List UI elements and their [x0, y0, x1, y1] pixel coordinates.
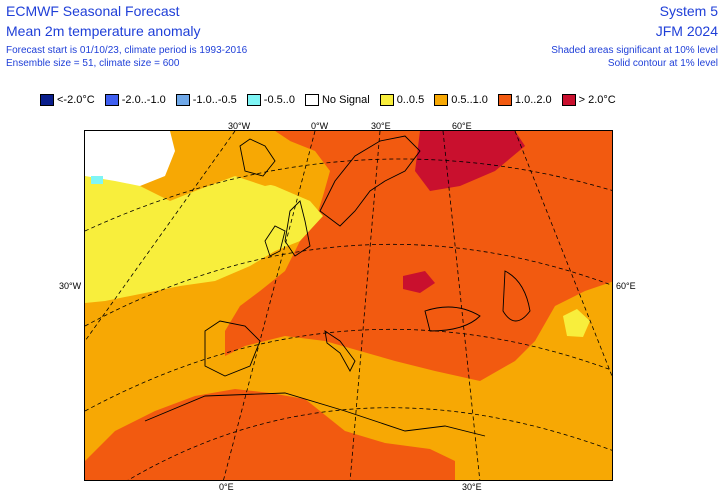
legend-swatch [246, 94, 261, 106]
legend-label: <-2.0°C [57, 94, 95, 106]
legend-swatch [497, 94, 512, 106]
coastline-ireland [264, 225, 286, 257]
meridian-line [223, 131, 316, 480]
legend-item: No Signal [304, 94, 370, 106]
coastline-black-sea [424, 306, 481, 332]
legend-label: No Signal [321, 94, 370, 106]
shade-above-2.0-blob [403, 271, 435, 293]
legend-item: 1.0..2.0 [497, 94, 552, 106]
legend: <-2.0°C -2.0..-1.0 -1.0..-0.5 -0.5..0 No… [40, 94, 626, 106]
tick-top-0w: 0°W [311, 121, 329, 131]
shade-1.0-2.0-africa [85, 389, 455, 480]
tick-bottom-0e: 0°E [219, 482, 234, 492]
coastline-caspian [502, 270, 531, 322]
legend-label: > 2.0°C [578, 94, 616, 106]
shade-0-0.5-atlantic [85, 171, 323, 303]
legend-item: -0.5..0 [246, 94, 295, 106]
meridian-line [442, 131, 481, 480]
legend-swatch [175, 94, 190, 106]
parallel-line [85, 243, 612, 327]
parallel-line [127, 407, 612, 480]
shade-above-2.0-russia [415, 131, 525, 191]
shade-0.5-1.0-greenland [170, 131, 300, 186]
shade-minus-0.5-0-spot [91, 176, 103, 184]
legend-label: -0.5..0 [263, 94, 295, 106]
coastline-iceland [239, 138, 276, 177]
legend-item: -2.0..-1.0 [104, 94, 166, 106]
legend-label: -1.0..-0.5 [192, 94, 237, 106]
tick-right-60e: 60°E [616, 281, 636, 291]
system-label: System 5 [659, 3, 718, 19]
tick-left-30w: 30°W [59, 281, 82, 291]
legend-swatch [379, 94, 394, 106]
legend-label: 1.0..2.0 [514, 94, 552, 106]
ensemble-info: Ensemble size = 51, climate size = 600 [6, 58, 180, 69]
legend-item: > 2.0°C [561, 94, 616, 106]
parallel-line [85, 328, 612, 412]
legend-swatch [561, 94, 576, 106]
tick-top-30e: 30°E [371, 121, 391, 131]
chart-subtitle: Mean 2m temperature anomaly [6, 23, 201, 39]
tick-top-30w: 30°W [228, 121, 251, 131]
coastline-iberia [204, 320, 261, 377]
shade-0-0.5-caspian [563, 309, 590, 337]
coastline-north-africa [144, 392, 486, 437]
legend-item: 0..0.5 [379, 94, 425, 106]
contour-note: Solid contour at 1% level [607, 58, 718, 69]
legend-swatch [434, 94, 449, 106]
tick-top-60e: 60°E [452, 121, 472, 131]
significance-note: Shaded areas significant at 10% level [551, 45, 718, 56]
meridian-line [85, 131, 236, 342]
legend-label: 0..0.5 [396, 94, 425, 106]
meridian-line [514, 131, 612, 378]
shade-no-signal-greenland [85, 131, 175, 186]
coastline-britain [284, 200, 311, 257]
period-label: JFM 2024 [655, 23, 718, 39]
meridian-line [349, 131, 381, 480]
legend-label: -2.0..-1.0 [121, 94, 166, 106]
legend-swatch [40, 94, 54, 106]
anomaly-map [84, 130, 613, 481]
tick-bottom-30e: 30°E [462, 482, 482, 492]
coastline-italy [324, 330, 356, 372]
coastlines [144, 135, 531, 437]
shade-1.0-2.0-europe [225, 131, 612, 381]
chart-title: ECMWF Seasonal Forecast [6, 3, 180, 19]
parallel-line [85, 158, 612, 232]
graticule [85, 131, 612, 480]
legend-item: <-2.0°C [40, 94, 95, 106]
legend-swatch [104, 94, 119, 106]
legend-item: 0.5..1.0 [434, 94, 488, 106]
map-svg [85, 131, 612, 480]
legend-swatch [304, 94, 319, 106]
forecast-info: Forecast start is 01/10/23, climate peri… [6, 45, 248, 56]
legend-item: -1.0..-0.5 [175, 94, 237, 106]
coastline-scandinavia [319, 135, 421, 227]
legend-label: 0.5..1.0 [451, 94, 488, 106]
